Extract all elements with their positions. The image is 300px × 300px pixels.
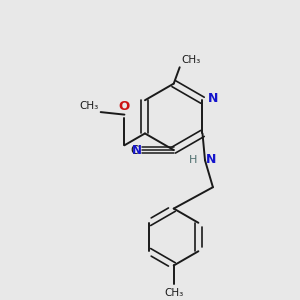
Text: H: H	[189, 155, 197, 165]
Text: C: C	[131, 143, 139, 157]
Text: N: N	[132, 144, 142, 157]
Text: O: O	[119, 100, 130, 113]
Text: N: N	[206, 153, 216, 166]
Text: CH₃: CH₃	[164, 288, 183, 298]
Text: N: N	[208, 92, 218, 106]
Text: CH₃: CH₃	[80, 101, 99, 111]
Text: CH₃: CH₃	[181, 56, 200, 65]
